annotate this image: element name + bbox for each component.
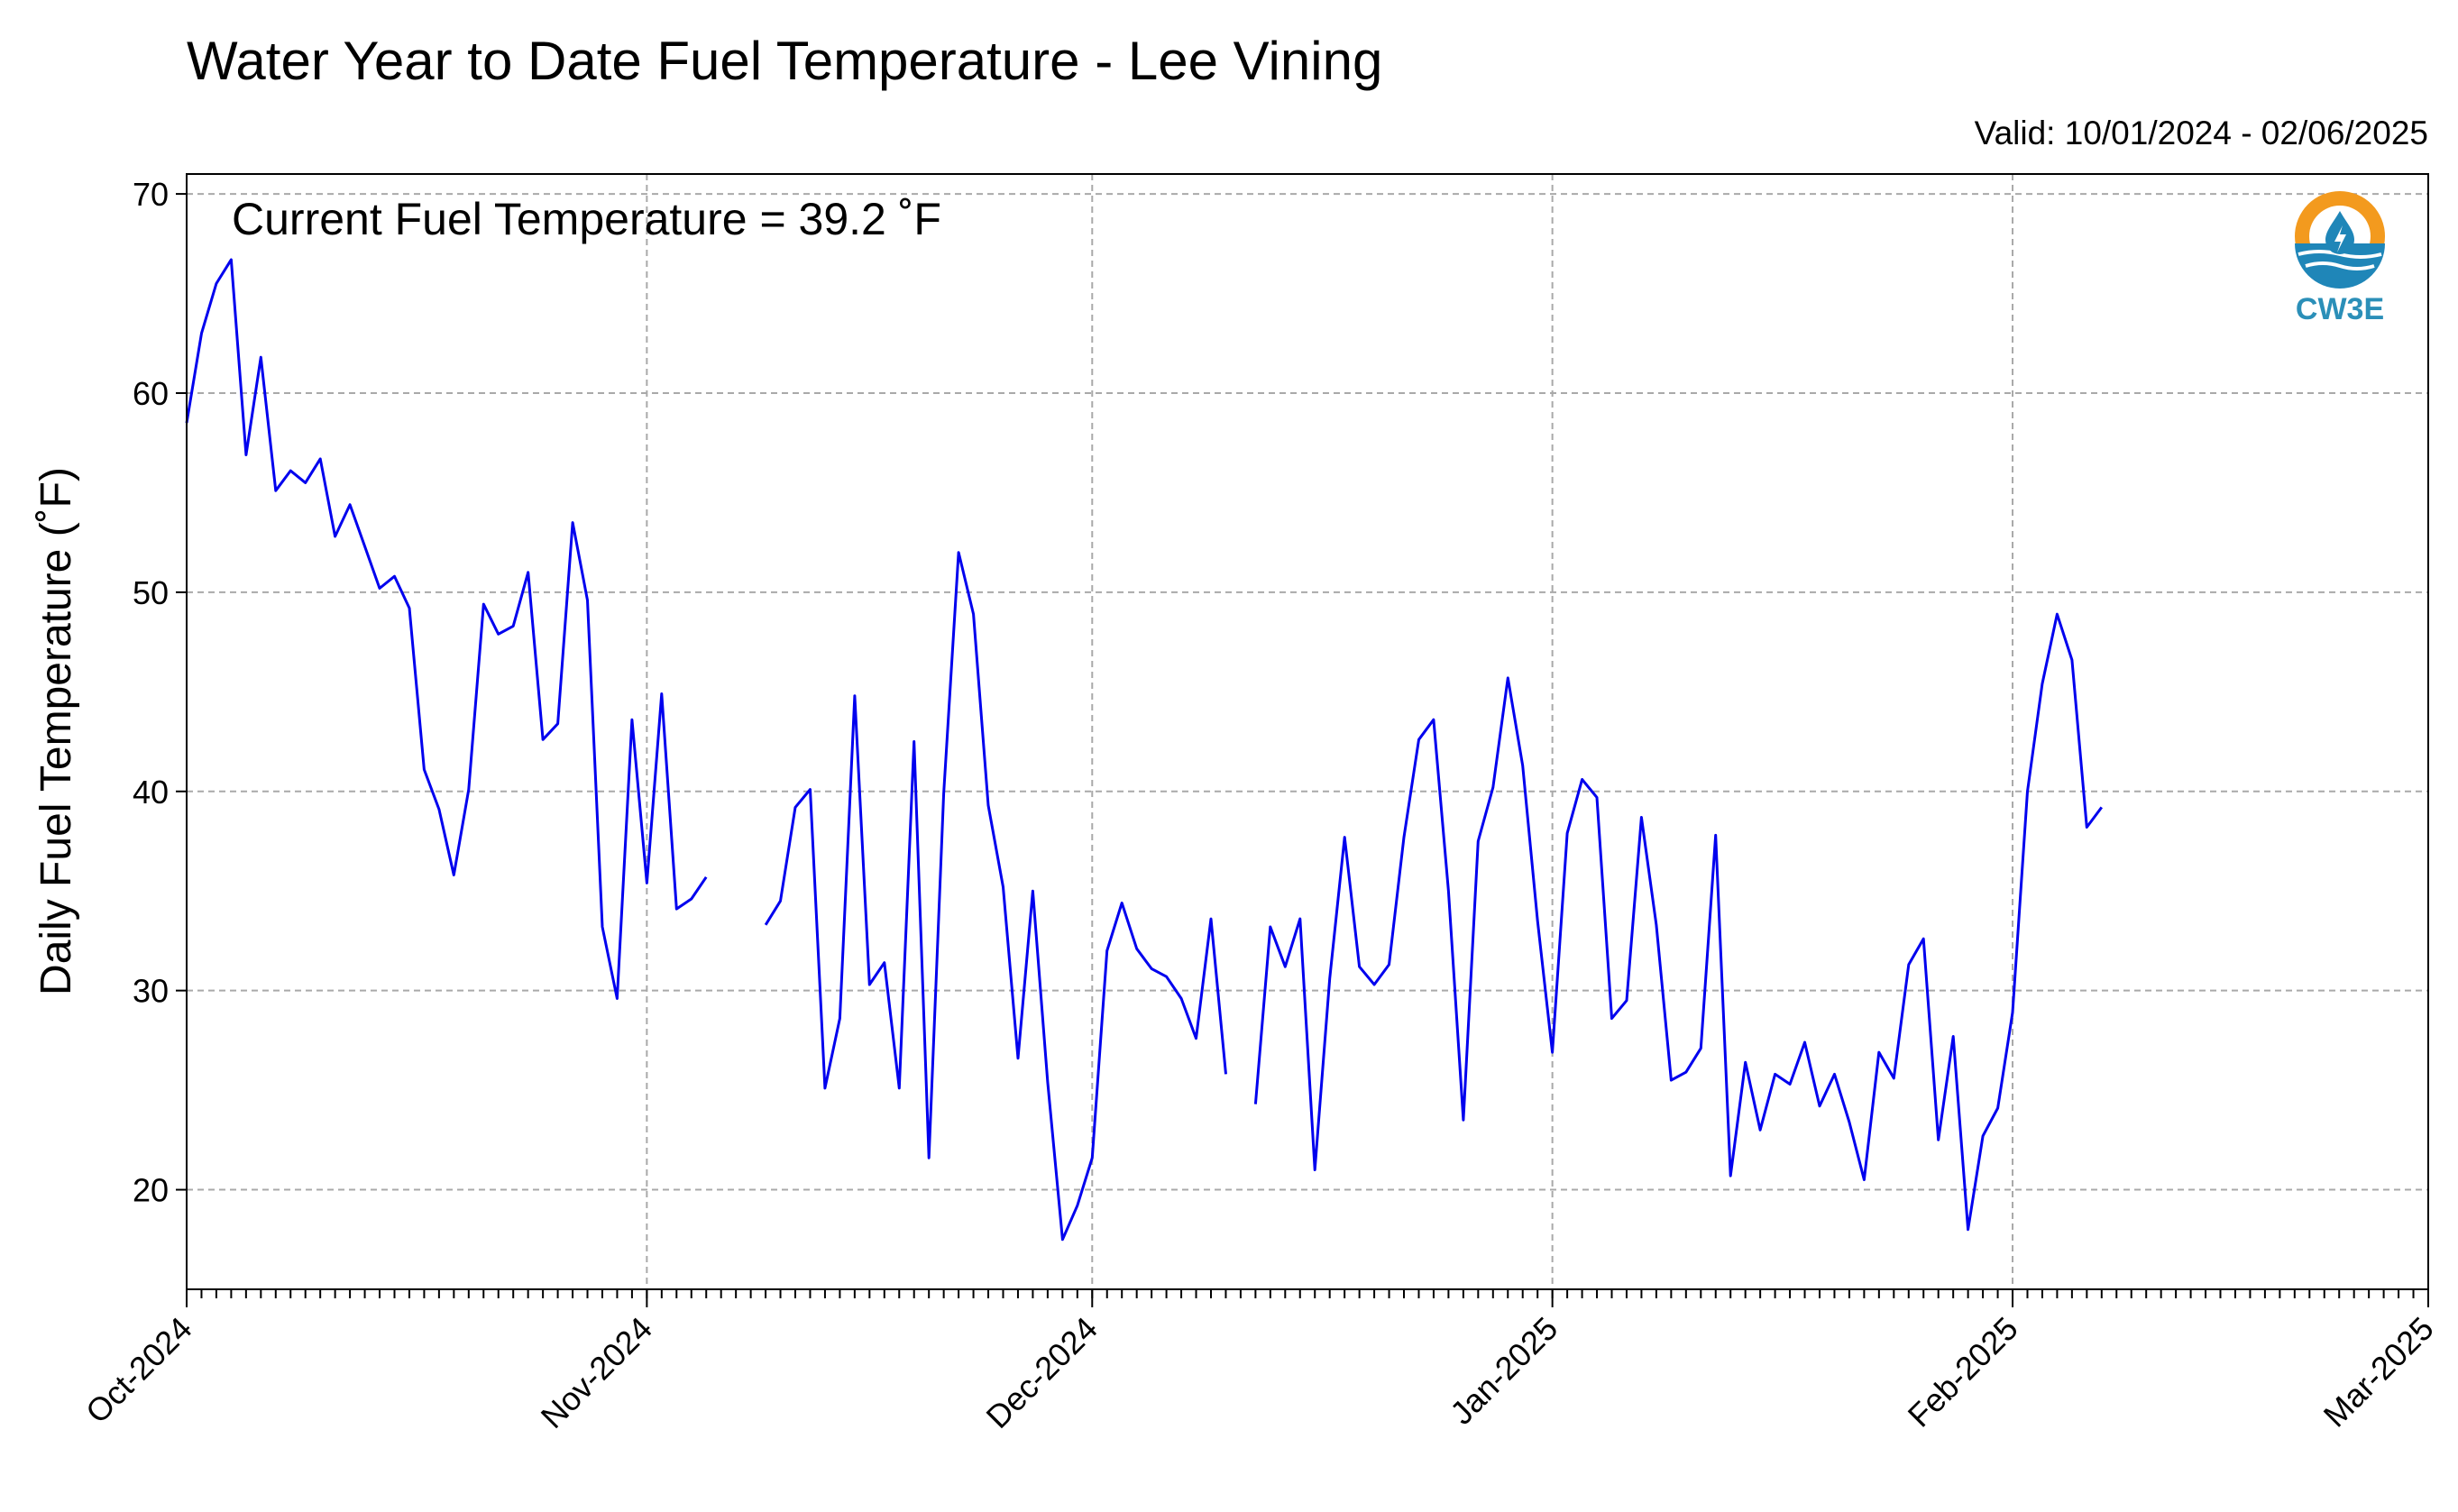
y-axis: 20 30 40 50 60 70 xyxy=(133,176,187,1209)
y-axis-label: Daily Fuel Temperature (˚F) xyxy=(32,467,80,995)
current-temp-annotation: Current Fuel Temperature = 39.2 ˚F xyxy=(232,194,941,244)
x-axis: Oct-2024 Nov-2024 Dec-2024 Jan-2025 Feb-2025… xyxy=(78,1289,2441,1435)
fuel-temp-line-segment xyxy=(185,258,708,1000)
fuel-temp-line-segment xyxy=(764,551,1227,1242)
plot-frame xyxy=(186,173,2429,1290)
y-tick-label: 70 xyxy=(133,176,169,213)
x-tick-label: Dec-2024 xyxy=(979,1310,1105,1435)
y-tick-label: 20 xyxy=(133,1172,169,1209)
x-tick-label: Mar-2025 xyxy=(2316,1310,2441,1434)
y-tick-label: 60 xyxy=(133,375,169,412)
x-tick-label: Jan-2025 xyxy=(1443,1310,1564,1432)
y-tick-label: 50 xyxy=(133,574,169,611)
logo-lightning xyxy=(2334,225,2346,252)
fuel-temp-line-segment xyxy=(1253,612,2104,1232)
logo-text: CW3E xyxy=(2296,292,2384,326)
logo-wave-line-2 xyxy=(2305,261,2375,270)
gridlines xyxy=(187,174,2428,1289)
x-tick-label: Oct-2024 xyxy=(78,1310,199,1431)
y-tick-label: 40 xyxy=(133,774,169,811)
valid-date-range: Valid: 10/01/2024 - 02/06/2025 xyxy=(1975,115,2428,151)
x-tick-label: Feb-2025 xyxy=(1901,1310,2025,1434)
y-tick-label: 30 xyxy=(133,973,169,1010)
data-line xyxy=(185,258,2104,1242)
chart-title: Water Year to Date Fuel Temperature - Le… xyxy=(187,31,1382,91)
cw3e-logo: CW3E xyxy=(2295,191,2385,326)
x-tick-label: Nov-2024 xyxy=(534,1310,659,1435)
